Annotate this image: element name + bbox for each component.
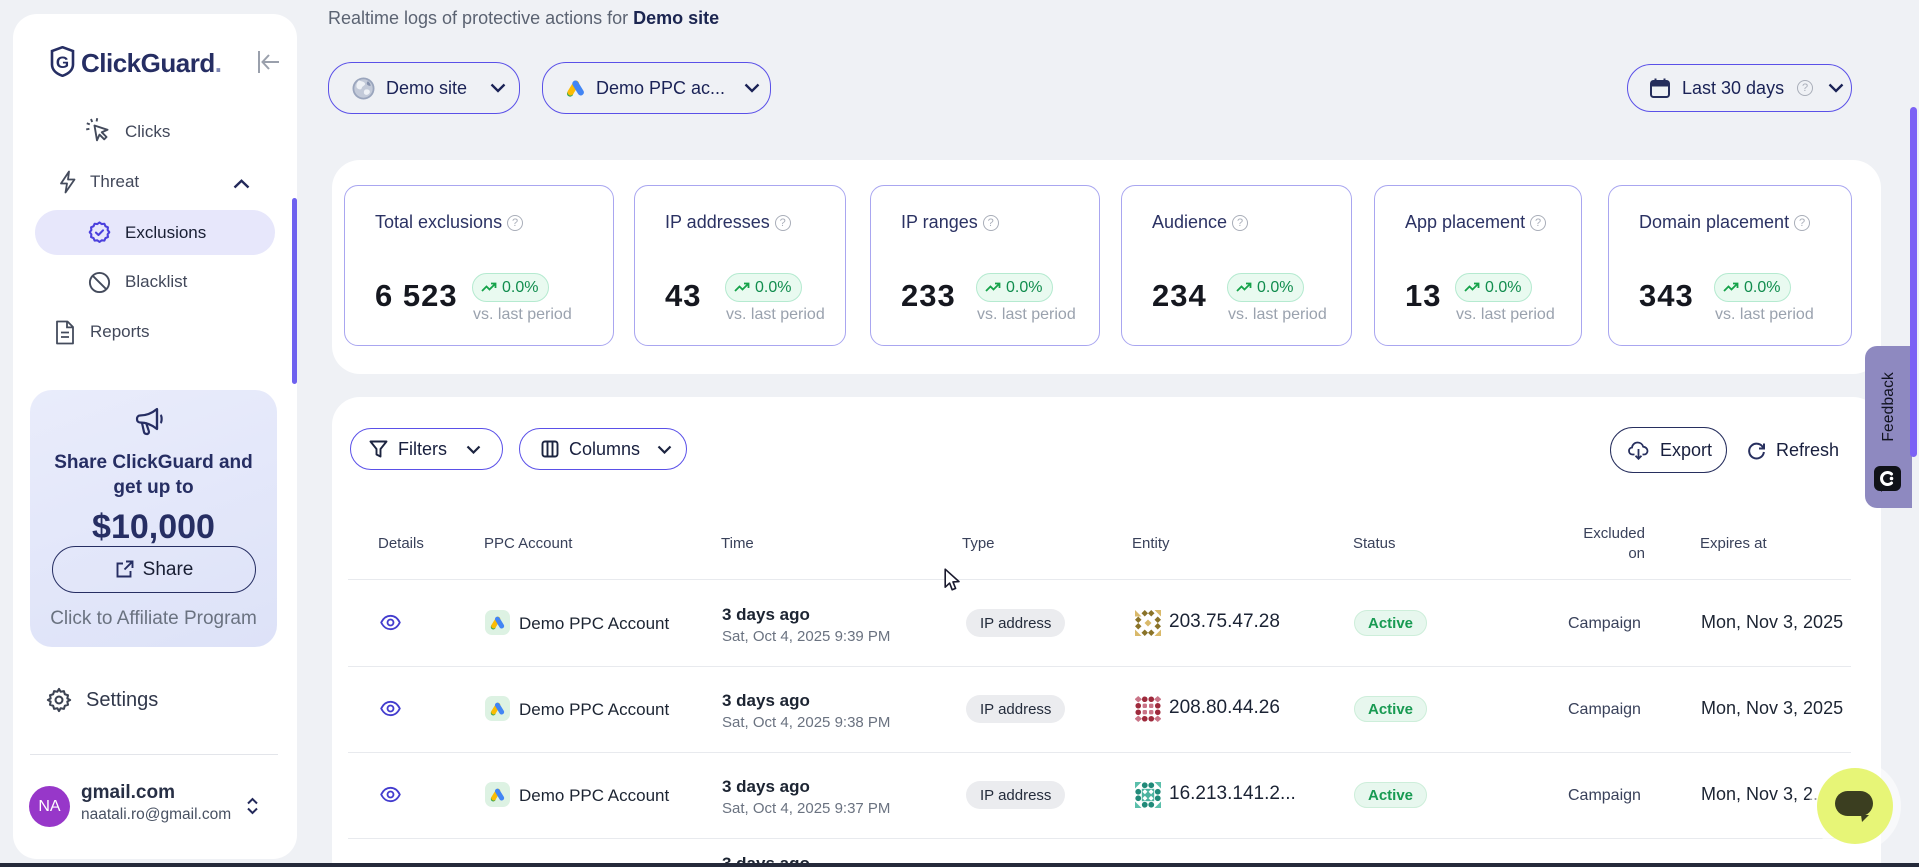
svg-text:G: G	[56, 53, 69, 72]
